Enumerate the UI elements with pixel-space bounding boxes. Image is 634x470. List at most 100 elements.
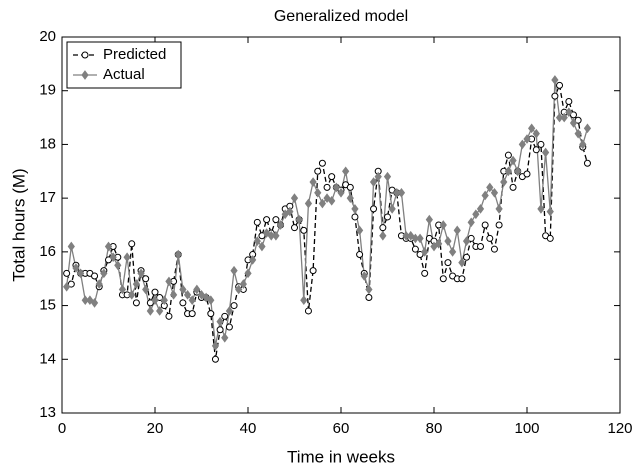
data-point	[216, 316, 224, 327]
data-point	[253, 218, 261, 226]
y-axis-label: Total hours (M)	[9, 168, 28, 281]
data-point	[546, 206, 554, 217]
data-point	[490, 187, 499, 198]
data-point	[514, 166, 522, 177]
data-point	[495, 221, 503, 229]
y-tick-label: 13	[39, 404, 56, 421]
data-point	[225, 323, 233, 331]
data-point	[458, 257, 466, 268]
series-line	[66, 83, 589, 360]
x-tick-label: 40	[240, 420, 257, 437]
data-point	[286, 206, 294, 217]
data-point	[528, 123, 536, 134]
data-point	[249, 255, 257, 265]
data-point	[225, 306, 234, 316]
data-point	[509, 155, 517, 166]
data-point	[104, 241, 113, 252]
data-point	[346, 193, 354, 203]
data-point	[100, 268, 108, 279]
data-point	[90, 298, 99, 308]
data-point	[342, 166, 350, 177]
data-point	[523, 134, 531, 144]
data-point	[188, 295, 196, 306]
data-point	[467, 217, 475, 228]
data-point	[402, 230, 410, 241]
data-point	[156, 294, 164, 302]
data-point	[304, 307, 312, 315]
data-point	[291, 224, 298, 232]
data-point	[458, 275, 466, 283]
data-point	[290, 193, 299, 203]
data-point	[356, 251, 364, 259]
data-point	[295, 214, 303, 225]
y-tick-label: 16	[39, 243, 56, 260]
data-point	[221, 332, 229, 343]
data-point	[481, 190, 489, 201]
data-point	[569, 118, 578, 128]
y-tick-label: 17	[39, 189, 56, 206]
data-point	[128, 240, 136, 248]
data-point	[118, 284, 127, 295]
data-point	[67, 280, 75, 288]
x-tick-label: 0	[58, 420, 66, 437]
data-point	[86, 295, 94, 306]
x-tick-label: 80	[426, 420, 443, 437]
data-point	[346, 183, 354, 191]
data-point	[355, 225, 364, 236]
data-point	[123, 252, 131, 263]
y-tick-label: 14	[39, 350, 56, 367]
data-point	[583, 159, 591, 167]
data-point	[374, 171, 382, 182]
data-point	[463, 253, 471, 261]
data-point	[165, 276, 173, 287]
data-point	[486, 234, 494, 242]
data-point	[351, 204, 359, 214]
data-point	[509, 183, 517, 191]
data-point	[495, 204, 503, 214]
data-point	[188, 310, 196, 318]
data-point	[439, 275, 447, 283]
data-point	[142, 284, 150, 295]
data-point	[537, 140, 545, 148]
data-point	[574, 128, 582, 139]
x-tick-label: 120	[607, 420, 632, 437]
data-point	[504, 151, 512, 159]
data-point	[448, 247, 457, 257]
data-point	[504, 166, 513, 177]
data-point	[430, 241, 438, 252]
data-point	[439, 220, 447, 230]
data-point	[565, 107, 573, 118]
data-point	[239, 279, 247, 289]
data-point	[532, 128, 540, 139]
plot-frame	[61, 36, 621, 414]
data-point	[314, 167, 322, 175]
data-point	[72, 263, 80, 273]
data-point	[267, 230, 275, 241]
data-point	[211, 341, 220, 351]
series-line	[66, 79, 589, 346]
chart-title: Generalized model	[274, 8, 408, 25]
data-point	[523, 170, 531, 178]
data-point	[583, 123, 592, 134]
data-point	[63, 269, 71, 277]
data-point	[207, 310, 215, 318]
data-point	[174, 249, 182, 260]
data-point	[146, 306, 154, 316]
x-tick-label: 100	[514, 420, 539, 437]
legend-marker	[81, 70, 89, 80]
data-point	[63, 281, 71, 292]
data-point	[556, 81, 564, 89]
data-point	[132, 279, 141, 289]
data-point	[304, 198, 313, 209]
data-point	[565, 97, 573, 105]
data-point	[365, 284, 373, 295]
data-point	[328, 173, 336, 181]
data-point	[258, 232, 266, 240]
data-point	[383, 171, 392, 182]
data-point	[183, 289, 192, 300]
data-point	[197, 289, 206, 300]
data-point	[300, 226, 308, 234]
data-point	[393, 187, 401, 198]
data-point	[579, 139, 587, 150]
data-point	[388, 204, 396, 214]
